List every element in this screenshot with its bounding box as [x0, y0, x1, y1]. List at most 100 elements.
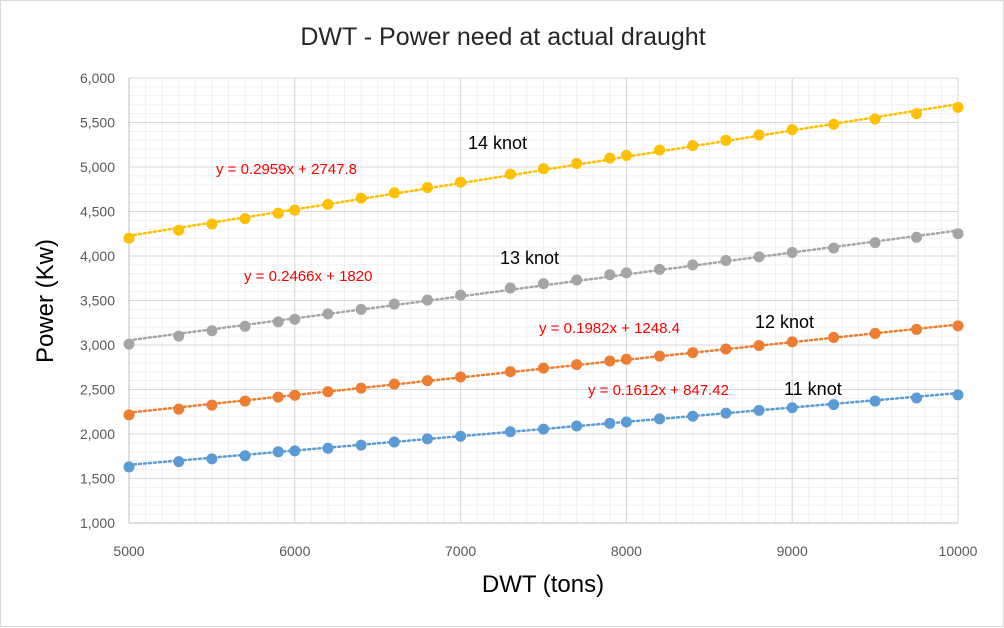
data-point-14-knot [272, 207, 284, 219]
y-tick-label: 5,500 [80, 115, 115, 131]
x-tick-label: 8000 [611, 543, 642, 559]
axis-layer: 5000 6000 7000 8000 9000 10000 1,000 1,500 2,000… [80, 70, 978, 559]
data-point-11-knot [173, 456, 185, 468]
y-tick-label: 2,000 [80, 426, 115, 442]
data-point-13-knot [620, 267, 632, 279]
data-point-13-knot [206, 325, 218, 337]
data-point-11-knot [289, 445, 301, 457]
data-point-13-knot [322, 308, 334, 320]
trendline-equation-14-knot: y = 0.2959x + 2747.8 [216, 161, 357, 178]
x-tick-label: 10000 [939, 543, 978, 559]
data-point-13-knot [388, 298, 400, 310]
data-point-14-knot [571, 157, 583, 169]
data-point-12-knot [911, 323, 923, 335]
data-point-14-knot [869, 113, 881, 125]
data-point-14-knot [753, 129, 765, 141]
x-tick-label: 6000 [279, 543, 310, 559]
data-point-14-knot [355, 192, 367, 204]
y-tick-label: 3,000 [80, 337, 115, 353]
data-point-14-knot [620, 149, 632, 161]
data-point-13-knot [571, 274, 583, 286]
data-point-11-knot [239, 450, 251, 462]
data-point-12-knot [786, 336, 798, 348]
data-point-11-knot [869, 395, 881, 407]
series-label-14-knot: 14 knot [468, 133, 527, 153]
data-point-12-knot [604, 355, 616, 367]
data-point-11-knot [654, 413, 666, 425]
trendline-equation-11-knot: y = 0.1612x + 847.42 [588, 382, 729, 399]
data-point-12-knot [239, 395, 251, 407]
data-point-13-knot [720, 254, 732, 266]
chart-title: DWT - Power need at actual draught [300, 23, 705, 51]
trendline-equation-12-knot: y = 0.1982x + 1248.4 [539, 320, 680, 337]
data-point-11-knot [421, 433, 433, 445]
data-point-12-knot [828, 331, 840, 343]
trendline-equation-13-knot: y = 0.2466x + 1820 [244, 268, 372, 285]
data-point-12-knot [753, 339, 765, 351]
data-point-layer [123, 101, 964, 473]
data-point-12-knot [538, 362, 549, 374]
series-label-12-knot: 12 knot [755, 312, 814, 332]
y-tick-label: 3,500 [80, 293, 115, 309]
data-point-14-knot [239, 213, 251, 225]
data-point-12-knot [272, 391, 284, 403]
data-point-13-knot [123, 338, 135, 350]
data-point-12-knot [504, 366, 516, 378]
data-point-11-knot [786, 402, 798, 414]
data-point-13-knot [753, 251, 765, 263]
y-tick-label: 1,500 [80, 471, 115, 487]
data-point-13-knot [272, 316, 284, 328]
data-point-12-knot [206, 399, 218, 411]
data-point-13-knot [289, 313, 301, 325]
data-point-11-knot [388, 436, 400, 448]
data-point-11-knot [911, 392, 923, 404]
data-point-13-knot [654, 263, 666, 275]
data-point-12-knot [720, 343, 732, 355]
data-point-13-knot [911, 231, 923, 243]
y-tick-label: 1,000 [80, 515, 115, 531]
data-point-12-knot [322, 386, 334, 398]
data-point-12-knot [173, 403, 185, 415]
data-point-12-knot [355, 382, 367, 394]
y-tick-label: 4,000 [80, 248, 115, 264]
data-point-13-knot [604, 269, 616, 281]
data-point-11-knot [272, 446, 284, 458]
data-point-12-knot [455, 371, 467, 383]
data-point-13-knot [355, 303, 367, 315]
data-point-14-knot [654, 144, 666, 156]
x-tick-label: 9000 [777, 543, 808, 559]
data-point-14-knot [538, 163, 549, 175]
y-axis-title: Power (Kw) [32, 239, 59, 363]
data-point-14-knot [123, 232, 135, 244]
data-point-12-knot [388, 378, 400, 390]
data-point-14-knot [388, 187, 400, 199]
data-point-14-knot [720, 134, 732, 146]
data-point-11-knot [538, 423, 549, 435]
data-point-14-knot [173, 224, 185, 236]
data-point-13-knot [239, 320, 251, 332]
data-point-11-knot [455, 430, 467, 442]
data-point-13-knot [687, 259, 699, 271]
data-point-14-knot [687, 140, 699, 152]
data-point-12-knot [571, 359, 583, 371]
data-point-13-knot [828, 242, 840, 254]
data-point-14-knot [289, 204, 301, 216]
data-point-12-knot [654, 350, 666, 362]
data-point-12-knot [123, 409, 135, 421]
data-point-14-knot [206, 218, 218, 230]
data-point-14-knot [455, 176, 467, 188]
data-point-11-knot [604, 417, 616, 429]
data-point-14-knot [952, 101, 964, 113]
data-point-13-knot [952, 228, 964, 240]
data-point-11-knot [687, 410, 699, 422]
x-axis-title: DWT (tons) [482, 571, 604, 598]
data-point-11-knot [123, 461, 135, 473]
data-point-11-knot [355, 439, 367, 451]
data-point-14-knot [786, 124, 798, 136]
data-point-14-knot [828, 118, 840, 130]
annotation-layer: 11 knot y = 0.1612x + 847.42 12 knot y = 0.… [216, 133, 842, 399]
series-label-13-knot: 13 knot [500, 248, 559, 268]
data-point-14-knot [911, 108, 923, 120]
grid-layer [128, 77, 959, 524]
